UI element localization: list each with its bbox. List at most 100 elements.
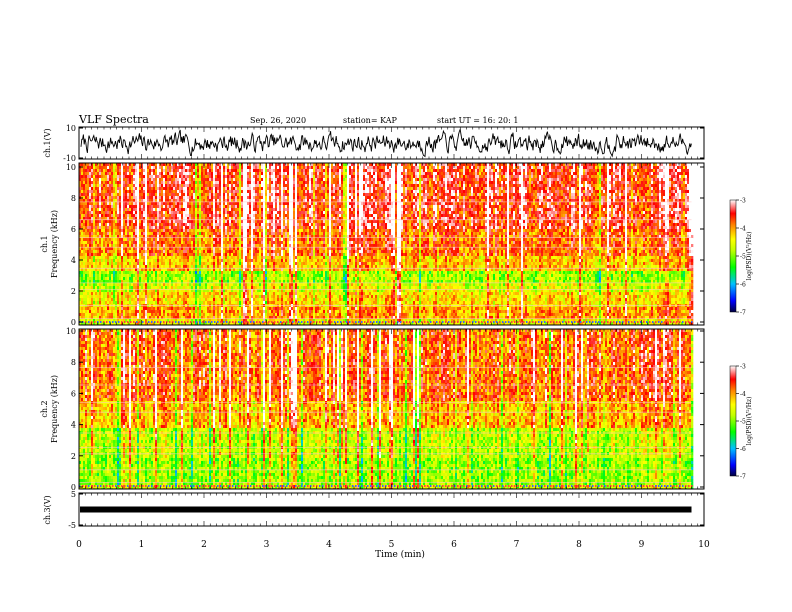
spectrogram-cell [155,181,158,185]
spectrogram-cell [337,169,340,173]
spectrogram-cell [603,196,606,200]
spectrogram-cell [331,199,334,203]
spectrogram-cell [675,208,678,212]
spectrogram-cell [327,172,330,176]
spectrogram-cell [345,196,348,200]
spectrogram-cell [267,181,270,185]
spectrogram-cell [115,163,118,167]
spectrogram-cell [267,184,270,188]
spectrogram-cell [505,178,508,182]
spectrogram-cell [293,184,296,188]
spectrogram-cell [285,184,288,188]
spectrogram-cell [105,172,108,176]
spectrogram-cell [537,169,540,173]
spectrogram-cell [103,199,106,203]
spectrogram-cell [573,187,576,191]
spectrogram-cell [447,178,450,182]
spectrogram-cell [639,202,642,206]
spectrogram-cell [475,208,478,212]
spectrogram-cell [673,205,676,209]
spectrogram-cell [121,169,124,173]
spectrogram-cell [423,190,426,194]
spectrogram-cell [171,172,174,176]
spectrogram-cell [295,199,298,203]
spectrogram-cell [385,172,388,176]
spectrogram-cell [541,187,544,191]
spectrogram-cell [381,196,384,200]
spectrogram-cell [609,166,612,170]
spectrogram-cell [415,196,418,200]
spectrogram-cell [551,208,554,212]
spectrogram-cell [169,178,172,182]
spectrogram-cell [507,172,510,176]
spectrogram-cell [429,187,432,191]
spectrogram-cell [319,172,322,176]
spectrogram-cell [359,184,362,188]
spectrogram-cell [379,178,382,182]
spectrogram-cell [229,196,232,200]
spectrogram-cell [145,190,148,194]
spectrogram-cell [597,196,600,200]
spectrogram-cell [79,175,82,179]
spectrogram-cell [365,166,368,170]
spectrogram-cell [89,181,92,185]
spectrogram-cell [595,178,598,182]
spectrogram-cell [413,175,416,179]
spectrogram-cell [251,184,254,188]
spectrogram-cell [185,163,188,167]
spectrogram-cell [549,205,552,209]
spectrogram-cell [331,193,334,197]
spectrogram-cell [659,187,662,191]
spectrogram-cell [333,193,336,197]
spectrogram-cell [443,163,446,167]
spectrogram-cell [199,208,202,212]
spectrogram-cell [575,181,578,185]
spectrogram-cell [399,178,402,182]
spectrogram-cell [451,202,454,206]
spectrogram-cell [435,166,438,170]
spectrogram-cell [193,166,196,170]
spectrogram-cell [417,163,420,167]
spectrogram-cell [617,184,620,188]
spectrogram-cell [109,190,112,194]
spectrogram-cell [673,202,676,206]
spectrogram-cell [123,181,126,185]
spectrogram-cell [507,193,510,197]
spectrogram-cell [311,190,314,194]
spectrogram-cell [375,166,378,170]
spectrogram-cell [397,205,400,209]
spectrogram-cell [367,175,370,179]
spectrogram-cell [329,166,332,170]
spectrogram-cell [433,169,436,173]
spectrogram-cell [83,166,86,170]
spectrogram-cell [609,199,612,203]
spectrogram-cell [97,196,100,200]
spectrogram-cell [565,169,568,173]
spectrogram-cell [501,208,504,212]
spectrogram-cell [399,190,402,194]
spectrogram-cell [169,163,172,167]
spectrogram-cell [615,208,618,212]
spectrogram-cell [595,163,598,167]
spectrogram-cell [211,202,214,206]
spectrogram-cell [307,181,310,185]
spectrogram-cell [417,205,420,209]
spectrogram-cell [447,208,450,212]
spectrogram-cell [123,211,126,215]
spectrogram-cell [257,208,260,212]
spectrogram-cell [531,178,534,182]
spectrogram-cell [451,163,454,167]
spectrogram-cell [423,205,426,209]
spectrogram-cell [331,187,334,191]
spectrogram-cell [521,196,524,200]
spectrogram-cell [137,175,140,179]
spectrogram-cell [685,187,688,191]
spectrogram-cell [361,208,364,212]
spectrogram-cell [333,181,336,185]
spectrogram-cell [585,205,588,209]
spectrogram-cell [503,205,506,209]
spectrogram-cell [491,187,494,191]
spectrogram-cell [581,196,584,200]
spectrogram-cell [663,166,666,170]
